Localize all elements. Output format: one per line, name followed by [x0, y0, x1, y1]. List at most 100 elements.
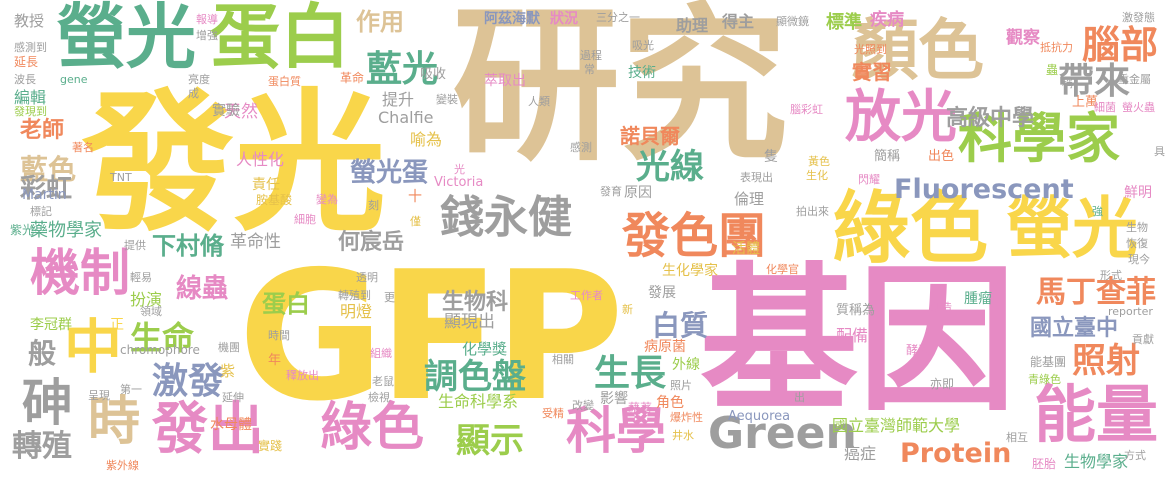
word-danbaizhi: 蛋白質 — [268, 75, 301, 88]
word-languang: 藍光 — [366, 49, 439, 90]
word-guolitaizhong: 國立臺中 — [1030, 316, 1119, 341]
word-shiyan: 實驗 — [212, 103, 240, 119]
word-xiangpian: 照片 — [670, 379, 692, 392]
word-chu: 出 — [794, 391, 805, 404]
word-qianyongjian: 錢永健 — [440, 192, 572, 243]
word-guangzhaodao: 光照到 — [854, 43, 887, 56]
word-bingyuanjun: 病原菌 — [644, 339, 686, 355]
word-baozhaxing: 爆炸性 — [670, 411, 703, 424]
word-guangxian: 光線 — [636, 147, 704, 187]
word-shenghuaxuejia: 生化學家 — [662, 263, 718, 279]
word-ju: 具 — [1154, 145, 1165, 158]
word-bianji: 編輯 — [14, 88, 47, 107]
word-shenghua: 生化 — [806, 169, 828, 182]
word-shijian-2: 時間 — [268, 329, 290, 342]
word-shanyao: 閃耀 — [858, 173, 880, 186]
word-geng: 更 — [384, 291, 395, 304]
word-zengqiang: 增強 — [196, 29, 218, 42]
word-chalfie: Chalfie — [378, 108, 434, 127]
word-paichulai: 拍出來 — [796, 205, 829, 218]
word-huifu: 恢復 — [1126, 237, 1148, 250]
word-zhuming: 著名 — [72, 141, 94, 154]
word-nuobeier: 諾貝爾 — [620, 124, 680, 148]
word-bianwei: 變為 — [316, 193, 338, 206]
word-baodao: 報導 — [196, 13, 218, 26]
word-jifa: 激發 — [152, 361, 225, 402]
word-zhongjinshu: 重金屬 — [1118, 73, 1151, 86]
word-xiacunxiu: 下村脩 — [152, 232, 224, 260]
word-bianzhuang: 變裝 — [436, 93, 458, 106]
word-fangguang: 放光 — [845, 85, 957, 150]
word-biaoji: 標記 — [30, 205, 52, 218]
word-jisu: 酵素 — [906, 343, 931, 357]
word-caihong: 彩虹 — [20, 174, 73, 204]
word-faxiandao: 發現到 — [14, 105, 47, 118]
word-ziwaixian: 紫外線 — [106, 459, 139, 472]
word-tnt: TNT — [110, 171, 132, 184]
word-tigong: 提供 — [124, 239, 146, 252]
word-jibing: 疾病 — [870, 10, 904, 30]
word-yanshen: 延伸 — [222, 391, 244, 404]
word-cheng-2: 成 — [188, 87, 199, 100]
word-ziguang: 紫光 — [10, 223, 35, 237]
word-shengwu: 生物 — [1126, 221, 1148, 234]
word-huaxueguan: 化學官 — [766, 263, 799, 276]
word-jianchen: 簡稱 — [874, 149, 901, 164]
word-lingyu: 領域 — [140, 305, 162, 318]
word-xishou: 吸收 — [420, 67, 447, 82]
word-qingyi: 輕易 — [130, 271, 152, 284]
word-nengliang: 能量 — [1034, 378, 1159, 451]
word-yanchang: 延長 — [14, 55, 39, 69]
word-jin: 僅 — [410, 215, 421, 228]
word-baizhi: 白質 — [652, 309, 709, 342]
word-shou: 隻 — [764, 149, 778, 165]
word-zuzhi: 組織 — [370, 347, 392, 360]
word-xianling: 現今 — [1128, 253, 1150, 266]
word-xianguan: 相關 — [552, 353, 574, 366]
word-xiguang: 吸光 — [632, 39, 654, 52]
word-shi-2: 十 — [408, 189, 422, 205]
word-zhaoshe: 照射 — [1072, 341, 1140, 381]
word-guolitaiwan: 國立臺灣師範大學 — [832, 416, 961, 435]
word-ke: 刻 — [368, 199, 379, 212]
word-liangdu: 亮度 — [188, 73, 210, 86]
word-dezhu: 得主 — [722, 12, 755, 31]
word-zheng: 正 — [110, 317, 124, 333]
word-zhuanzhi: 轉殖 — [12, 429, 72, 464]
word-yingxiang: 影響 — [600, 391, 628, 407]
word-xianghu: 相互 — [1006, 431, 1028, 444]
word-zhuangkuang: 狀況 — [550, 11, 578, 27]
word-shen: 砷 — [22, 374, 72, 432]
word-kexuejia: 科學家 — [958, 107, 1120, 170]
word-jizhi: 機制 — [30, 244, 130, 302]
word-huaxuejiang: 化學獎 — [462, 340, 508, 358]
word-zhuanzhidao: 轉殖到 — [338, 289, 371, 302]
word-shengwuxuejia: 生物學家 — [1064, 452, 1129, 471]
word-shi: 時 — [88, 392, 141, 452]
word-lanse: 藍色 — [20, 153, 77, 186]
word-ganceidao: 感測到 — [14, 41, 47, 54]
word-hechenyue: 何宸岳 — [338, 230, 405, 255]
word-yingguang-1: 螢光 — [56, 0, 196, 78]
word-biaoxianchu: 表現出 — [740, 171, 773, 184]
word-tianran: 天然 — [224, 102, 258, 122]
word-yinghuochong: 螢火蟲 — [1122, 101, 1155, 114]
word-xingshi: 形式 — [1100, 269, 1122, 282]
word-xianxianchu: 顯現出 — [444, 312, 495, 332]
word-zhuli: 助理 — [676, 16, 709, 35]
word-lvse-2: 綠色 — [320, 398, 425, 458]
word-reporter: reporter — [1108, 305, 1153, 318]
word-naobu: 腦部 — [1082, 23, 1159, 67]
word-xianweijing: 顯微鏡 — [776, 15, 809, 28]
word-tiaosepan: 調色盤 — [424, 357, 526, 397]
word-azihaimo: 阿茲海默 — [484, 11, 540, 27]
word-kexue: 科學 — [566, 402, 666, 460]
word-chang: 常 — [584, 63, 595, 76]
word-ganceh: 感測 — [570, 141, 592, 154]
word-jiaoshou: 教授 — [14, 12, 45, 30]
word-renlei: 人類 — [528, 95, 550, 108]
word-gfp: GFP — [238, 233, 624, 440]
word-fasetuan: 發色團 — [622, 208, 767, 264]
word-boxchang: 波長 — [14, 73, 36, 86]
